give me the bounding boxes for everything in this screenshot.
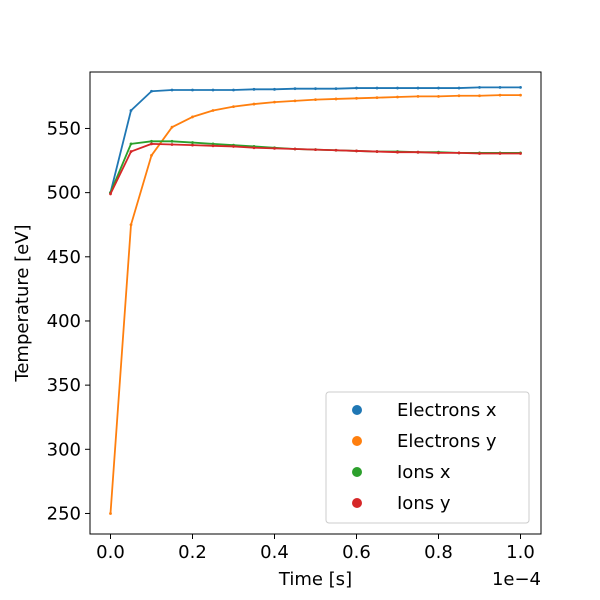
- data-point-ions-y: [293, 147, 297, 151]
- y-tick-label: 300: [47, 439, 81, 460]
- y-tick-label: 450: [47, 247, 81, 268]
- data-point-ions-x: [170, 139, 174, 143]
- data-point-electrons-x: [273, 87, 276, 91]
- data-point-ions-y: [416, 150, 420, 154]
- data-point-ions-y: [252, 146, 256, 150]
- data-point-electrons-x: [416, 86, 420, 90]
- data-point-electrons-x: [314, 87, 317, 91]
- x-tick-label: 0.0: [96, 542, 125, 563]
- data-point-ions-y: [170, 143, 174, 146]
- data-point-electrons-y: [478, 94, 481, 98]
- y-axis-label: Temperature [eV]: [12, 224, 33, 382]
- data-point-electrons-x: [232, 88, 235, 92]
- data-point-electrons-y: [498, 93, 502, 97]
- data-point-ions-y: [314, 148, 317, 152]
- x-tick-label: 0.6: [342, 542, 371, 563]
- plot-area: [109, 86, 522, 515]
- y-tick-label: 550: [47, 118, 81, 139]
- data-point-electrons-x: [191, 88, 194, 92]
- data-point-electrons-x: [334, 87, 338, 91]
- y-tick-label: 400: [47, 311, 81, 332]
- data-point-ions-y: [109, 192, 112, 196]
- data-point-electrons-y: [170, 125, 174, 129]
- data-point-electrons-x: [252, 87, 256, 91]
- data-point-electrons-y: [252, 102, 256, 106]
- data-point-electrons-x: [129, 109, 133, 112]
- y-tick-label: 250: [47, 503, 81, 524]
- data-point-ions-y: [478, 152, 481, 155]
- data-point-electrons-y: [457, 94, 461, 98]
- data-point-electrons-x: [355, 86, 358, 90]
- data-point-electrons-x: [478, 86, 481, 89]
- data-point-ions-y: [191, 143, 194, 147]
- data-point-electrons-y: [109, 512, 112, 515]
- x-tick-label: 1.0: [506, 542, 535, 563]
- data-point-ions-y: [150, 142, 153, 146]
- data-point-ions-y: [232, 145, 235, 148]
- data-point-electrons-y: [437, 94, 440, 98]
- data-point-electrons-y: [293, 99, 297, 103]
- x-axis-label: Time [s]: [278, 569, 352, 590]
- data-point-electrons-x: [519, 86, 522, 89]
- data-point-electrons-y: [519, 93, 522, 97]
- data-point-electrons-y: [334, 97, 338, 101]
- data-point-electrons-y: [150, 154, 153, 157]
- data-point-electrons-y: [355, 96, 358, 100]
- data-point-ions-y: [457, 151, 461, 155]
- data-point-electrons-x: [150, 89, 153, 93]
- data-point-electrons-y: [314, 98, 317, 101]
- data-point-electrons-x: [375, 86, 379, 90]
- data-point-electrons-y: [273, 100, 276, 104]
- legend-marker: [352, 467, 362, 477]
- y-tick-label: 350: [47, 375, 81, 396]
- data-point-electrons-y: [191, 115, 194, 119]
- data-point-ions-x: [129, 142, 133, 146]
- y-axis-ticks: 250 300 350 400 450 500 550: [47, 118, 90, 524]
- data-point-ions-y: [375, 150, 379, 153]
- legend-label: Ions x: [397, 462, 451, 483]
- legend-marker: [352, 405, 362, 415]
- data-point-electrons-y: [211, 109, 215, 112]
- data-point-ions-y: [273, 146, 276, 150]
- data-point-electrons-x: [396, 86, 399, 90]
- x-tick-label: 0.8: [424, 542, 453, 563]
- data-point-electrons-y: [129, 223, 133, 227]
- data-point-ions-x: [150, 139, 153, 143]
- legend-marker: [352, 436, 362, 446]
- data-point-electrons-y: [396, 95, 399, 99]
- data-point-electrons-x: [170, 88, 174, 92]
- data-point-ions-y: [498, 152, 502, 155]
- legend-label: Electrons y: [397, 431, 497, 452]
- data-point-ions-x: [211, 142, 215, 146]
- data-point-ions-y: [129, 150, 133, 153]
- x-axis-ticks: 0.0 0.2 0.4 0.6 0.8 1.0: [96, 534, 535, 563]
- legend-label: Ions y: [397, 493, 451, 514]
- axes-frame: [89, 71, 542, 535]
- data-point-ions-x: [191, 141, 194, 144]
- data-point-ions-y: [396, 150, 399, 154]
- data-point-electrons-x: [293, 87, 297, 91]
- x-tick-label: 0.4: [260, 542, 289, 563]
- y-tick-label: 500: [47, 183, 81, 204]
- x-axis-offset-text: 1e−4: [492, 569, 541, 590]
- data-point-electrons-x: [457, 86, 461, 90]
- data-point-electrons-x: [211, 88, 215, 92]
- data-point-ions-y: [211, 144, 215, 148]
- data-point-ions-y: [519, 152, 522, 155]
- series-line-ions-y: [109, 142, 521, 195]
- data-point-electrons-y: [416, 94, 420, 98]
- legend-marker: [352, 498, 362, 508]
- x-tick-label: 0.2: [178, 542, 207, 563]
- data-point-electrons-y: [375, 96, 379, 100]
- legend: Electrons x Electrons y Ions x Ions y: [325, 391, 530, 524]
- data-point-electrons-x: [498, 86, 502, 89]
- data-point-ions-y: [355, 149, 358, 153]
- data-point-ions-y: [334, 148, 338, 152]
- legend-label: Electrons x: [397, 400, 497, 421]
- data-point-ions-y: [437, 151, 440, 155]
- legend-box: [325, 391, 530, 524]
- data-point-electrons-y: [232, 105, 235, 109]
- data-point-electrons-x: [437, 86, 440, 90]
